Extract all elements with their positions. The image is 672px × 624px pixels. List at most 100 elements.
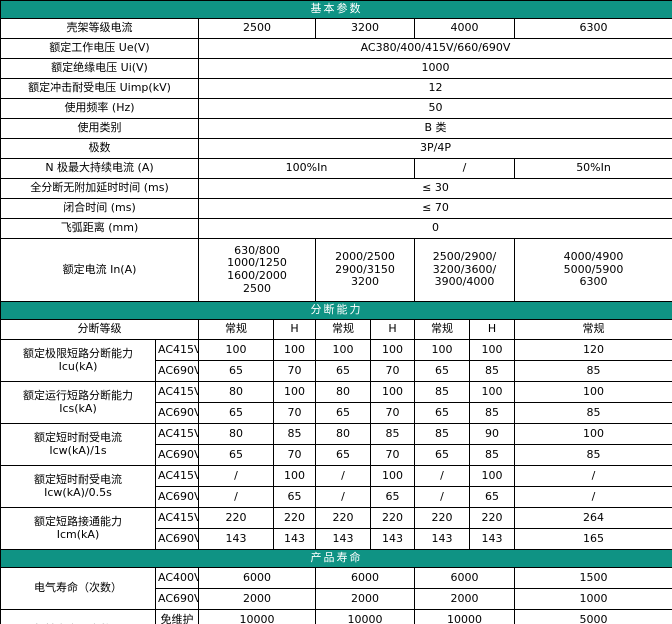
electrical-life-690-4000: 2000 (414, 588, 515, 610)
mechanical-life-free-6300: 5000 (513, 609, 672, 624)
row-label-n-pole-current: N 极最大持续电流 (A) (0, 158, 199, 179)
row-value-insulation-voltage: 1000 (197, 58, 672, 79)
table-row-ics-690: AC690V 65 70 65 70 65 85 85 (1, 402, 672, 424)
row-value-working-voltage: AC380/400/415V/660/690V (197, 38, 672, 59)
icm-415-c6: 264 (513, 507, 672, 529)
ics-415-c4: 85 (414, 381, 470, 403)
frame-rating-3200: 3200 (315, 18, 415, 39)
icw1s-690-c0: 65 (198, 444, 274, 466)
row-label-poles: 极数 (0, 138, 199, 159)
icu-415-c2: 100 (315, 339, 371, 361)
row-value-n-pole-none: / (414, 158, 515, 179)
ics-690-c4: 65 (414, 402, 470, 424)
breaking-grade-4: 常规 (414, 319, 470, 340)
table-row-insulation-voltage: 额定绝缘电压 Ui(V) 1000 (0, 58, 672, 79)
table-row-frequency: 使用频率 (Hz) 50 (0, 98, 672, 119)
icw05s-415-c4: / (414, 465, 470, 487)
row-value-n-pole-100: 100%In (198, 158, 415, 179)
icw1s-sub-ac690v: AC690V (155, 444, 199, 466)
icw05s-415-c5: 100 (469, 465, 515, 487)
icu-690-c0: 65 (198, 360, 274, 382)
table-row-mechanical-life-free: 机械寿命（次数） 免维护 10000 10000 10000 5000 (0, 609, 672, 624)
icw1s-415-c0: 80 (198, 423, 274, 445)
icw05s-415-c3: 100 (370, 465, 415, 487)
icw05s-sub-ac415v: AC415V (155, 465, 199, 487)
ics-690-c3: 70 (370, 402, 415, 424)
icm-690-c3: 143 (370, 528, 415, 550)
ics-415-c1: 100 (273, 381, 316, 403)
icw05s-415-c0: / (198, 465, 274, 487)
icm-415-c4: 220 (414, 507, 470, 529)
icu-sub-ac690v: AC690V (155, 360, 199, 382)
mechanical-life-free-2500: 10000 (198, 609, 316, 624)
icw05s-690-c3: 65 (370, 486, 415, 508)
table-row-icw05s-415: 额定短时耐受电流 Icw(kA)/0.5s AC415V / 100 / 100… (0, 465, 672, 508)
electrical-life-400-6300: 1500 (513, 567, 672, 589)
icm-sub-ac415v: AC415V (155, 507, 199, 529)
table-row-icm-415: 额定短路接通能力 Icm(kA) AC415V 220 220 220 220 … (0, 507, 672, 550)
table-row-icu-690: AC690V 65 70 65 70 65 85 85 (1, 360, 672, 382)
table-row-arc-distance: 飞弧距离 (mm) 0 (0, 218, 672, 239)
icm-415-c5: 220 (469, 507, 515, 529)
section-banner-breaking: 分断能力 (0, 301, 672, 320)
ics-sub-ac690v: AC690V (155, 402, 199, 424)
row-label-icm-line1: 额定短路接通能力 (34, 514, 122, 528)
row-label-closing-time: 闭合时间 (ms) (0, 198, 199, 219)
icw1s-690-c2: 65 (315, 444, 371, 466)
row-label-utilization-category: 使用类别 (0, 118, 199, 139)
icw1s-690-c3: 70 (370, 444, 415, 466)
icm-690-c1: 143 (273, 528, 316, 550)
table-row-n-pole-current: N 极最大持续电流 (A) 100%In / 50%In (0, 158, 672, 179)
row-label-icw-1s: 额定短时耐受电流 Icw(kA)/1s (0, 423, 156, 466)
electrical-life-690-2500: 2000 (198, 588, 316, 610)
row-label-icm: 额定短路接通能力 Icm(kA) (0, 507, 156, 550)
row-label-icw-1s-line2: Icw(kA)/1s (49, 443, 107, 457)
icw05s-690-c4: / (414, 486, 470, 508)
row-label-working-voltage: 额定工作电压 Ue(V) (0, 38, 199, 59)
ics-690-c1: 70 (273, 402, 316, 424)
breaking-grade-5: H (469, 319, 515, 340)
section-banner-basic: 基本参数 (0, 0, 672, 19)
frame-rating-2500: 2500 (198, 18, 316, 39)
rated-current-4000: 2500/2900/3200/3600/3900/4000 (414, 238, 515, 302)
row-label-ics: 额定运行短路分断能力 Ics(kA) (0, 381, 156, 424)
icu-415-c1: 100 (273, 339, 316, 361)
icw1s-690-c4: 65 (414, 444, 470, 466)
ics-690-c2: 65 (315, 402, 371, 424)
icw05s-690-c0: / (198, 486, 274, 508)
table-row-icw1s-690: AC690V 65 70 65 70 65 85 85 (1, 444, 672, 466)
ics-690-c5: 85 (469, 402, 515, 424)
mechanical-life-free-3200: 10000 (315, 609, 415, 624)
row-label-impulse-voltage: 额定冲击耐受电压 Uimp(kV) (0, 78, 199, 99)
row-value-break-delay-time: ≤ 30 (197, 178, 672, 199)
icm-415-c1: 220 (273, 507, 316, 529)
electrical-life-sub-ac690v: AC690V (155, 588, 199, 610)
icw1s-415-c6: 100 (513, 423, 672, 445)
ics-415-c2: 80 (315, 381, 371, 403)
table-row-utilization-category: 使用类别 B 类 (0, 118, 672, 139)
icm-690-c5: 143 (469, 528, 515, 550)
icm-415-c2: 220 (315, 507, 371, 529)
row-label-icw-05s-line2: Icw(kA)/0.5s (44, 485, 112, 499)
icu-415-c6: 120 (513, 339, 672, 361)
icu-690-c2: 65 (315, 360, 371, 382)
row-value-closing-time: ≤ 70 (197, 198, 672, 219)
table-row-icw05s-690: AC690V / 65 / 65 / 65 / (1, 486, 672, 508)
breaking-grade-1: H (273, 319, 316, 340)
electrical-life-690-6300: 1000 (513, 588, 672, 610)
rated-current-3200: 2000/2500 2900/3150 3200 (315, 238, 415, 302)
row-label-frequency: 使用频率 (Hz) (0, 98, 199, 119)
mechanical-life-free-4000: 10000 (414, 609, 515, 624)
table-row-icu-415: 额定极限短路分断能力 Icu(kA) AC415V 100 100 100 10… (0, 339, 672, 382)
icm-690-c6: 165 (513, 528, 672, 550)
icu-690-c4: 65 (414, 360, 470, 382)
row-value-frequency: 50 (197, 98, 672, 119)
icw1s-690-c6: 85 (513, 444, 672, 466)
icw1s-415-c3: 85 (370, 423, 415, 445)
table-row-ics-415: 额定运行短路分断能力 Ics(kA) AC415V 80 100 80 100 … (0, 381, 672, 424)
breaking-grade-0: 常规 (198, 319, 274, 340)
ics-415-c3: 100 (370, 381, 415, 403)
row-label-ics-line1: 额定运行短路分断能力 (23, 388, 133, 402)
icu-415-c4: 100 (414, 339, 470, 361)
